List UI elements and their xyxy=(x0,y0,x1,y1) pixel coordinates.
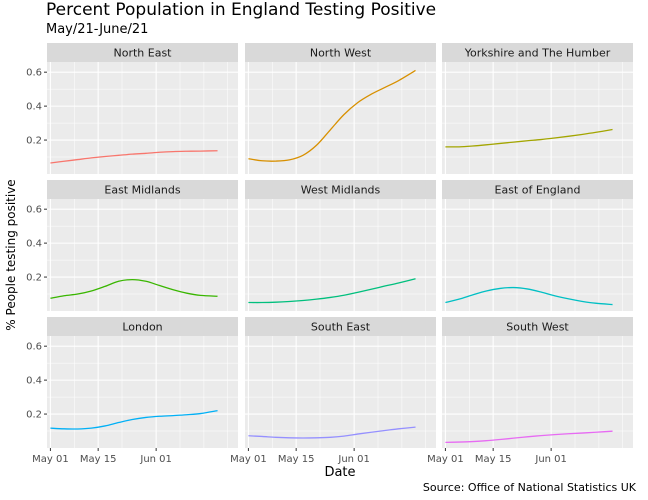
series-line-north-west xyxy=(248,69,416,162)
x-tick-label: May 01 xyxy=(427,454,464,465)
source-caption: Source: Office of National Statistics UK xyxy=(422,481,636,494)
chart-subtitle: May/21-June/21 xyxy=(46,22,149,37)
y-tick-label: 0.2 xyxy=(26,136,42,147)
facet-strip xyxy=(245,43,436,62)
chart-title: Percent Population in England Testing Po… xyxy=(46,0,437,20)
facet-strip xyxy=(245,180,436,199)
facet-west-midlands: West Midlands xyxy=(245,180,436,311)
series-line-east-of-england xyxy=(445,286,613,306)
y-tick-label: 0.4 xyxy=(26,102,42,113)
facet-east-midlands: East Midlands 0.2 0.4 0.6 xyxy=(26,180,238,311)
facet-strip-label: East Midlands xyxy=(104,184,181,197)
panel-background xyxy=(442,199,633,311)
y-tick-label: 0.4 xyxy=(26,239,42,250)
x-tick-label: May 15 xyxy=(278,454,315,465)
facet-strip xyxy=(245,317,436,336)
facet-yorkshire-and-the-humber: Yorkshire and The Humber xyxy=(442,43,633,174)
facet-strip xyxy=(442,180,633,199)
facet-north-west: North West xyxy=(245,43,436,174)
panel-background xyxy=(47,199,238,311)
series-line-east-midlands xyxy=(50,278,218,299)
facet-london: London 0.2 0.4 0.6 May 01 May 15 Jun 01 xyxy=(26,317,238,465)
facet-strip-label: East of England xyxy=(495,184,581,197)
panel-background xyxy=(442,62,633,174)
x-tick-label: May 15 xyxy=(80,454,117,465)
facet-strip xyxy=(47,317,238,336)
y-tick-label: 0.6 xyxy=(26,205,42,216)
series-line-south-east xyxy=(248,426,416,439)
x-tick-label: Jun 01 xyxy=(337,454,370,465)
facet-strip-label: London xyxy=(122,321,162,334)
facet-strip-label: South East xyxy=(311,321,371,334)
x-tick-label: Jun 01 xyxy=(534,454,567,465)
x-axis-label: Date xyxy=(324,465,355,480)
facet-strip-label: Yorkshire and The Humber xyxy=(464,47,611,60)
panel-background xyxy=(245,199,436,311)
facet-strip xyxy=(47,180,238,199)
x-tick-label: Jun 01 xyxy=(139,454,172,465)
facet-strip xyxy=(442,317,633,336)
facet-east-of-england: East of England xyxy=(442,180,633,311)
panel-background xyxy=(47,62,238,174)
x-tick-label: May 01 xyxy=(230,454,267,465)
series-line-west-midlands xyxy=(248,278,416,304)
facet-strip-label: North East xyxy=(114,47,173,60)
y-tick-label: 0.6 xyxy=(26,68,42,79)
facet-strip xyxy=(442,43,633,62)
y-tick-label: 0.6 xyxy=(26,342,42,353)
y-tick-label: 0.2 xyxy=(26,410,42,421)
y-tick-label: 0.4 xyxy=(26,376,42,387)
facet-strip-label: North West xyxy=(310,47,372,60)
series-line-north-east xyxy=(50,150,218,164)
panel-background xyxy=(245,336,436,448)
series-line-south-west xyxy=(445,430,613,444)
facet-strip xyxy=(47,43,238,62)
y-tick-label: 0.2 xyxy=(26,273,42,284)
x-tick-label: May 15 xyxy=(475,454,512,465)
series-line-yorkshire-and-the-humber xyxy=(445,128,613,148)
facet-strip-label: South West xyxy=(506,321,569,334)
facet-strip-label: West Midlands xyxy=(301,184,381,197)
x-tick-label: May 01 xyxy=(32,454,69,465)
facet-south-east: South East May 01 May 15 Jun 01 xyxy=(230,317,436,465)
panel-background xyxy=(442,336,633,448)
facet-south-west: South West May 01 May 15 Jun 01 xyxy=(427,317,633,465)
facet-north-east: North East 0.2 0.4 0.6 xyxy=(26,43,238,174)
y-axis-label: % People testing positive xyxy=(4,179,18,330)
series-line-london xyxy=(50,410,218,430)
